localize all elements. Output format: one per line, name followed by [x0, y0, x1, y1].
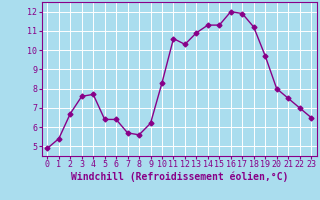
- X-axis label: Windchill (Refroidissement éolien,°C): Windchill (Refroidissement éolien,°C): [70, 172, 288, 182]
